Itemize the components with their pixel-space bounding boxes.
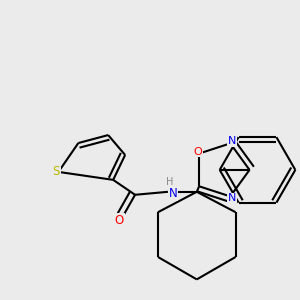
- Text: O: O: [194, 146, 203, 157]
- Text: H: H: [166, 177, 174, 187]
- Text: O: O: [115, 214, 124, 227]
- Text: S: S: [53, 165, 60, 178]
- Text: N: N: [228, 194, 236, 203]
- Text: N: N: [169, 187, 177, 200]
- Text: N: N: [228, 136, 236, 146]
